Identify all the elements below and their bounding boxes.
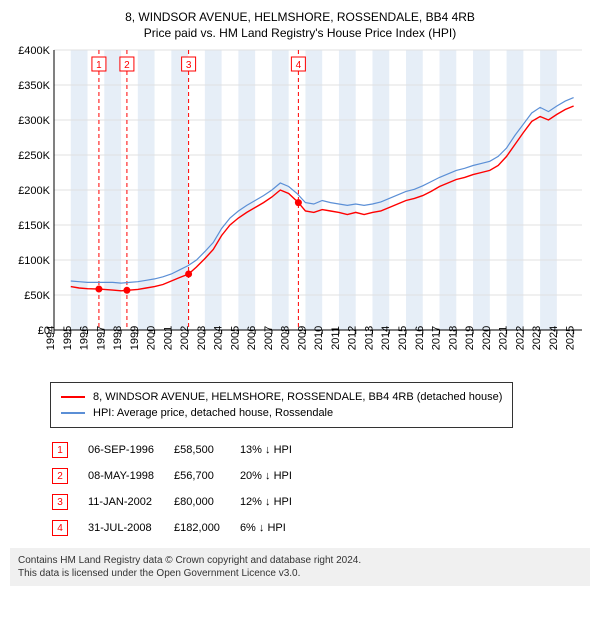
event-price: £58,500 [174, 438, 238, 462]
legend-label-property: 8, WINDSOR AVENUE, HELMSHORE, ROSSENDALE… [93, 391, 502, 403]
svg-text:£200K: £200K [18, 185, 50, 197]
svg-text:1996: 1996 [79, 326, 91, 350]
svg-text:2: 2 [124, 60, 130, 71]
events-table: 1 06-SEP-1996£58,50013% ↓ HPI 2 08-MAY-1998… [50, 436, 312, 542]
footnote-line-2: This data is licensed under the Open Gov… [18, 567, 582, 580]
svg-text:2001: 2001 [162, 326, 174, 350]
event-date: 31-JUL-2008 [88, 516, 172, 540]
svg-text:2003: 2003 [196, 326, 208, 350]
event-marker: 3 [52, 494, 68, 510]
event-row: 1 06-SEP-1996£58,50013% ↓ HPI [52, 438, 310, 462]
svg-text:£350K: £350K [18, 80, 50, 92]
event-row: 3 11-JAN-2002£80,00012% ↓ HPI [52, 490, 310, 514]
svg-text:2002: 2002 [179, 326, 191, 350]
event-date: 06-SEP-1996 [88, 438, 172, 462]
svg-text:£250K: £250K [18, 150, 50, 162]
svg-text:2019: 2019 [464, 326, 476, 350]
svg-text:2024: 2024 [548, 326, 560, 350]
svg-text:£50K: £50K [24, 290, 50, 302]
event-row: 2 08-MAY-1998£56,70020% ↓ HPI [52, 464, 310, 488]
event-date: 08-MAY-1998 [88, 464, 172, 488]
legend-swatch-hpi [61, 412, 85, 414]
event-marker: 1 [52, 442, 68, 458]
event-delta: 20% ↓ HPI [240, 464, 310, 488]
svg-text:1994: 1994 [45, 326, 57, 350]
svg-text:2017: 2017 [431, 326, 443, 350]
svg-text:1999: 1999 [129, 326, 141, 350]
svg-text:1998: 1998 [112, 326, 124, 350]
event-delta: 12% ↓ HPI [240, 490, 310, 514]
svg-text:2004: 2004 [213, 326, 225, 350]
svg-text:2007: 2007 [263, 326, 275, 350]
svg-text:2015: 2015 [397, 326, 409, 350]
svg-text:2020: 2020 [481, 326, 493, 350]
event-marker: 2 [52, 468, 68, 484]
svg-text:1995: 1995 [62, 326, 74, 350]
copyright-footnote: Contains HM Land Registry data © Crown c… [10, 548, 590, 586]
svg-text:2008: 2008 [280, 326, 292, 350]
svg-text:2012: 2012 [347, 326, 359, 350]
event-price: £80,000 [174, 490, 238, 514]
svg-text:£400K: £400K [18, 45, 50, 57]
legend-item-hpi: HPI: Average price, detached house, Ross… [61, 405, 502, 421]
event-price: £56,700 [174, 464, 238, 488]
legend-label-hpi: HPI: Average price, detached house, Ross… [93, 407, 333, 419]
svg-text:2018: 2018 [447, 326, 459, 350]
chart-svg: £0£50K£100K£150K£200K£250K£300K£350K£400… [10, 44, 590, 374]
svg-text:4: 4 [296, 60, 302, 71]
chart-title: 8, WINDSOR AVENUE, HELMSHORE, ROSSENDALE… [10, 10, 590, 40]
event-marker: 4 [52, 520, 68, 536]
svg-text:2000: 2000 [146, 326, 158, 350]
svg-text:2005: 2005 [229, 326, 241, 350]
svg-text:£300K: £300K [18, 115, 50, 127]
svg-text:3: 3 [186, 60, 192, 71]
event-row: 4 31-JUL-2008£182,0006% ↓ HPI [52, 516, 310, 540]
svg-text:2006: 2006 [246, 326, 258, 350]
title-line-2: Price paid vs. HM Land Registry's House … [10, 26, 590, 40]
legend-swatch-property [61, 396, 85, 398]
price-chart: £0£50K£100K£150K£200K£250K£300K£350K£400… [10, 44, 590, 374]
svg-text:2009: 2009 [296, 326, 308, 350]
event-delta: 13% ↓ HPI [240, 438, 310, 462]
event-delta: 6% ↓ HPI [240, 516, 310, 540]
svg-text:2016: 2016 [414, 326, 426, 350]
svg-text:£150K: £150K [18, 220, 50, 232]
chart-legend: 8, WINDSOR AVENUE, HELMSHORE, ROSSENDALE… [50, 382, 513, 428]
svg-text:2022: 2022 [514, 326, 526, 350]
svg-text:2023: 2023 [531, 326, 543, 350]
svg-text:2014: 2014 [380, 326, 392, 350]
legend-item-property: 8, WINDSOR AVENUE, HELMSHORE, ROSSENDALE… [61, 389, 502, 405]
svg-text:2021: 2021 [498, 326, 510, 350]
title-line-1: 8, WINDSOR AVENUE, HELMSHORE, ROSSENDALE… [10, 10, 590, 24]
svg-text:£100K: £100K [18, 255, 50, 267]
svg-text:2010: 2010 [313, 326, 325, 350]
svg-text:1: 1 [96, 60, 102, 71]
svg-text:1997: 1997 [95, 326, 107, 350]
svg-text:2013: 2013 [363, 326, 375, 350]
event-date: 11-JAN-2002 [88, 490, 172, 514]
footnote-line-1: Contains HM Land Registry data © Crown c… [18, 554, 582, 567]
event-price: £182,000 [174, 516, 238, 540]
svg-text:2025: 2025 [565, 326, 577, 350]
